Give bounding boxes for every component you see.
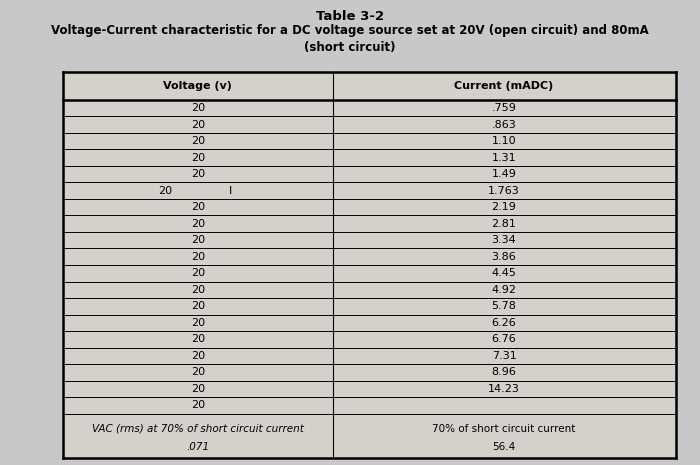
Text: 3.86: 3.86: [491, 252, 517, 262]
Text: Current (mADC): Current (mADC): [454, 81, 554, 91]
Text: 20: 20: [190, 136, 205, 146]
Text: 1.763: 1.763: [488, 186, 520, 196]
Text: 1.31: 1.31: [491, 153, 517, 163]
Text: 20: 20: [158, 186, 172, 196]
Text: 7.31: 7.31: [491, 351, 517, 361]
Text: 20: 20: [190, 120, 205, 130]
Text: 4.45: 4.45: [491, 268, 517, 278]
Text: 20: 20: [190, 169, 205, 179]
Text: 56.4: 56.4: [492, 442, 516, 452]
Text: 20: 20: [190, 334, 205, 344]
Text: Voltage (v): Voltage (v): [163, 81, 232, 91]
Text: 20: 20: [190, 103, 205, 113]
Text: .071: .071: [186, 442, 209, 452]
Text: .759: .759: [491, 103, 517, 113]
Text: 20: 20: [190, 400, 205, 411]
Text: 70% of short circuit current: 70% of short circuit current: [433, 424, 575, 434]
Text: 6.76: 6.76: [491, 334, 517, 344]
Text: 20: 20: [190, 202, 205, 212]
Text: 6.26: 6.26: [491, 318, 517, 328]
Text: 20: 20: [190, 153, 205, 163]
Text: 20: 20: [190, 219, 205, 229]
Text: 20: 20: [190, 301, 205, 311]
Text: 4.92: 4.92: [491, 285, 517, 295]
Text: 20: 20: [190, 252, 205, 262]
Text: 20: 20: [190, 384, 205, 394]
Text: I: I: [228, 186, 232, 196]
Text: 20: 20: [190, 351, 205, 361]
Text: 20: 20: [190, 285, 205, 295]
Text: 2.81: 2.81: [491, 219, 517, 229]
Text: 20: 20: [190, 268, 205, 278]
Text: 14.23: 14.23: [488, 384, 520, 394]
Text: 3.34: 3.34: [491, 235, 517, 245]
Text: VAC (rms) at 70% of short circuit current: VAC (rms) at 70% of short circuit curren…: [92, 424, 304, 434]
Text: 1.10: 1.10: [491, 136, 517, 146]
Text: 20: 20: [190, 318, 205, 328]
Text: 8.96: 8.96: [491, 367, 517, 378]
Text: 2.19: 2.19: [491, 202, 517, 212]
Text: 1.49: 1.49: [491, 169, 517, 179]
Text: (short circuit): (short circuit): [304, 41, 395, 54]
Text: Voltage-Current characteristic for a DC voltage source set at 20V (open circuit): Voltage-Current characteristic for a DC …: [51, 24, 649, 37]
Text: 5.78: 5.78: [491, 301, 517, 311]
Text: Table 3-2: Table 3-2: [316, 10, 384, 23]
Text: 20: 20: [190, 367, 205, 378]
Text: 20: 20: [190, 235, 205, 245]
Text: .863: .863: [491, 120, 517, 130]
